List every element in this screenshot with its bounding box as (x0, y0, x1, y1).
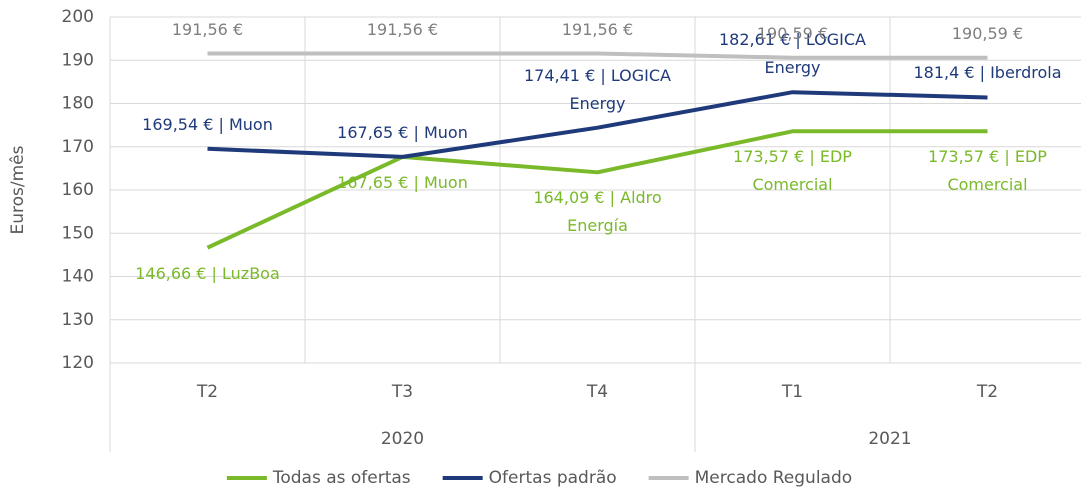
y-tick-label: 170 (62, 137, 94, 157)
value-label: 191,56 € (366, 19, 439, 39)
group-label: 2021 (868, 429, 911, 449)
legend-label: Todas as ofertas (272, 468, 411, 488)
value-label: 191,56 € (561, 19, 634, 39)
y-tick-label: 150 (62, 223, 94, 243)
group-label: 2020 (381, 429, 424, 449)
y-tick-label: 140 (62, 267, 94, 287)
x-tick-label: T2 (976, 382, 998, 402)
y-tick-label: 160 (62, 180, 94, 200)
value-label: 173,57 € | EDP Comercial (928, 147, 1047, 195)
y-tick-label: 130 (62, 310, 94, 330)
legend-label: Mercado Regulado (695, 468, 853, 488)
series-line (207, 90, 988, 159)
y-tick-label: 180 (62, 94, 94, 114)
y-tick-label: 200 (62, 7, 94, 27)
x-tick-label: T4 (586, 382, 608, 402)
x-tick-label: T2 (196, 382, 218, 402)
legend-label: Ofertas padrão (489, 468, 617, 488)
value-label: 169,54 € | Muon (142, 114, 273, 134)
value-label: 167,65 € | Muon (337, 172, 468, 192)
value-label: 167,65 € | Muon (337, 122, 468, 142)
value-label: 164,09 € | Aldro Energía (533, 188, 662, 236)
y-tick-label: 120 (62, 353, 94, 373)
value-label: 174,41 € | LOGICA Energy (524, 65, 671, 113)
value-label: 191,56 € (171, 19, 244, 39)
x-tick-label: T3 (391, 382, 413, 402)
y-axis-label: Euros/mês (8, 145, 28, 234)
value-label: 190,59 € (756, 23, 829, 43)
series-line (206, 129, 988, 250)
value-label: 182,61 € | LOGICA Energy (719, 30, 866, 78)
x-tick-label: T1 (781, 382, 803, 402)
value-label: 190,59 € (951, 23, 1024, 43)
series-line (207, 51, 988, 60)
value-label: 181,4 € | Iberdrola (913, 63, 1062, 83)
y-tick-label: 190 (62, 50, 94, 70)
value-label: 146,66 € | LuzBoa (135, 263, 280, 283)
value-label: 173,57 € | EDP Comercial (733, 147, 852, 195)
